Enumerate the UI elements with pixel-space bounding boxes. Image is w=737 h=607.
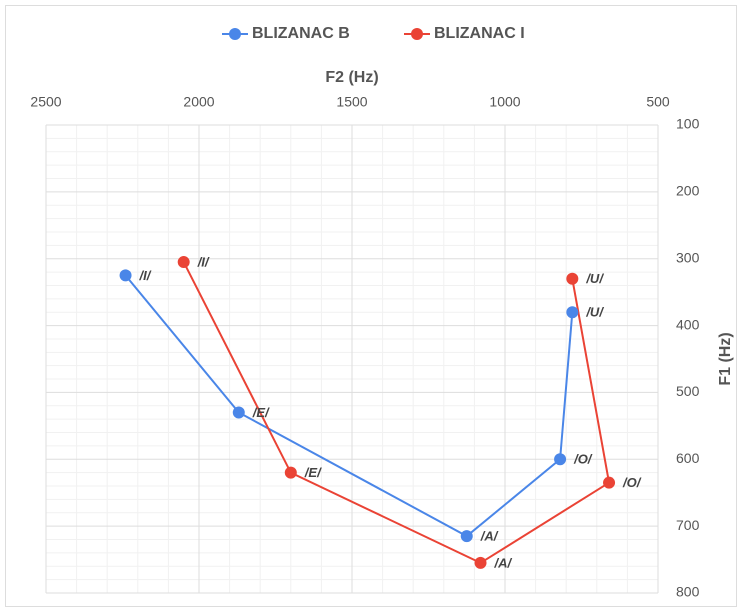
x-tick-label: 1500: [336, 94, 367, 110]
point-label: /O/: [573, 452, 593, 467]
data-point: [284, 466, 297, 479]
x-tick-label: 2500: [30, 94, 61, 110]
y-tick-label: 100: [676, 116, 700, 132]
y-tick-label: 400: [676, 316, 700, 332]
point-label: /E/: [252, 405, 270, 420]
point-label: /E/: [304, 465, 322, 480]
data-point: [603, 476, 616, 489]
legend-marker: [411, 28, 423, 40]
x-tick-label: 2000: [183, 94, 214, 110]
data-point: [177, 256, 190, 269]
data-point: [566, 306, 579, 319]
point-label: /I/: [139, 268, 152, 283]
data-point: [554, 453, 567, 466]
point-label: /A/: [494, 555, 513, 570]
legend-label: BLIZANAC B: [252, 25, 350, 42]
y-axis-title: F1 (Hz): [717, 332, 734, 385]
legend-label: BLIZANAC I: [434, 25, 525, 42]
y-tick-label: 700: [676, 517, 700, 533]
point-label: /I/: [197, 254, 210, 269]
x-axis-title: F2 (Hz): [325, 69, 378, 86]
y-tick-label: 200: [676, 183, 700, 199]
point-label: /U/: [585, 271, 604, 286]
data-point: [460, 530, 473, 543]
chart-border: [5, 5, 737, 607]
y-tick-label: 500: [676, 383, 700, 399]
y-tick-label: 300: [676, 249, 700, 265]
x-tick-label: 1000: [489, 94, 520, 110]
legend-marker: [229, 28, 241, 40]
data-point: [232, 406, 245, 419]
point-label: /U/: [585, 305, 604, 320]
y-tick-label: 800: [676, 584, 700, 600]
point-label: /A/: [480, 529, 499, 544]
y-tick-label: 600: [676, 450, 700, 466]
x-tick-label: 500: [646, 94, 670, 110]
data-point: [119, 269, 132, 282]
point-label: /O/: [622, 475, 642, 490]
data-point: [474, 556, 487, 569]
data-point: [566, 272, 579, 285]
